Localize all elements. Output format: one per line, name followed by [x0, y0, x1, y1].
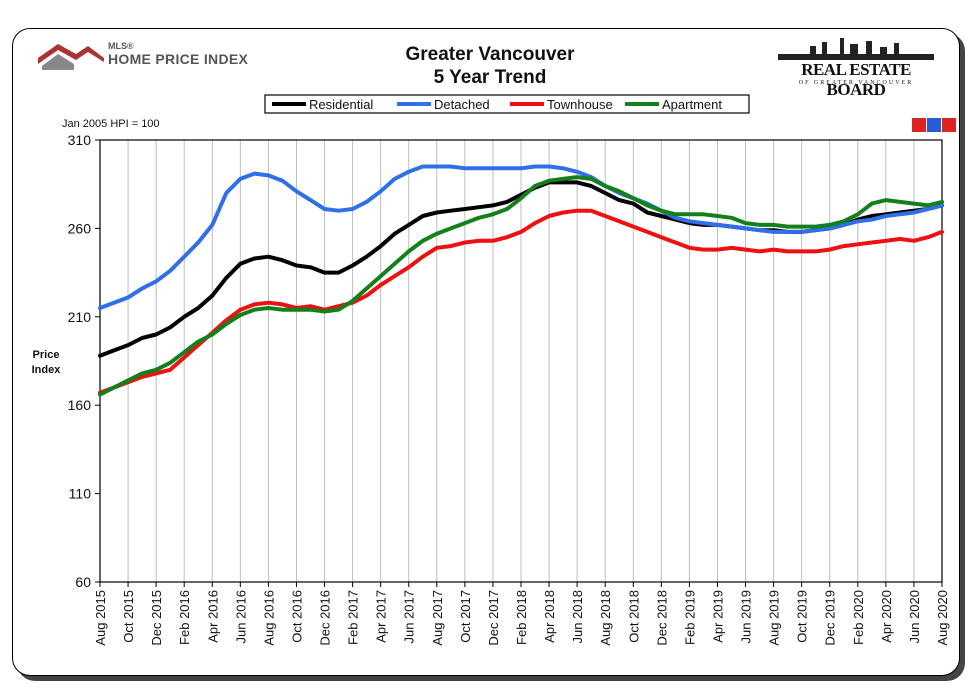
- x-tick-label: Oct 2018: [626, 590, 641, 643]
- x-tick-label: Aug 2016: [261, 590, 276, 646]
- reb-logo-subtext: OF GREATER VANCOUVER: [798, 80, 914, 86]
- mls-small-label: MLS®: [108, 41, 134, 51]
- y-axis-ticks: 60 110 160 210 260 310: [68, 132, 100, 590]
- y-axis-label-line1: Price: [33, 349, 60, 361]
- x-axis-ticks: Aug 2015 Oct 2015 Dec 2015 Feb 2016 Apr 2016…: [93, 582, 950, 646]
- index-note: Jan 2005 HPI = 100: [62, 118, 160, 130]
- x-tick-label: Aug 2020: [935, 590, 950, 646]
- x-tick-label: Apr 2017: [374, 590, 389, 643]
- x-tick-label: Feb 2017: [346, 590, 361, 645]
- x-tick-label: Dec 2017: [486, 590, 501, 646]
- reb-logo-text: REAL ESTATE BOARD: [801, 60, 911, 99]
- x-tick-label: Dec 2016: [318, 590, 333, 646]
- hpi-logo-text: HOME PRICE INDEX: [108, 51, 249, 67]
- y-tick-label: 260: [68, 220, 92, 236]
- legend-label: Detached: [434, 97, 490, 112]
- x-tick-label: Aug 2017: [430, 590, 445, 646]
- y-tick-label: 210: [68, 309, 92, 325]
- y-tick-label: 310: [68, 132, 92, 148]
- x-tick-label: Dec 2019: [823, 590, 838, 646]
- x-tick-label: Aug 2018: [598, 590, 613, 646]
- legend-label: Residential: [309, 97, 373, 112]
- series-line-townhouse: [98, 208, 944, 395]
- x-tick-label: Jun 2017: [402, 590, 417, 644]
- real-estate-board-logo: REAL ESTATE BOARD OF GREATER VANCOUVER: [770, 38, 942, 99]
- legend-label: Apartment: [662, 97, 722, 112]
- legend: Residential Detached Townhouse Apartment: [264, 94, 750, 114]
- y-tick-label: 60: [75, 574, 91, 590]
- x-tick-label: Aug 2019: [767, 590, 782, 646]
- chart-title-line1: Greater Vancouver: [405, 44, 575, 65]
- mls-hpi-logo: MLS® HOME PRICE INDEX: [36, 40, 276, 74]
- x-tick-label: Oct 2017: [458, 590, 473, 643]
- x-tick-label: Apr 2016: [205, 590, 220, 643]
- series-line-detached: [98, 164, 944, 310]
- y-tick-label: 160: [68, 397, 92, 413]
- legend-label: Townhouse: [547, 97, 613, 112]
- x-tick-label: Apr 2018: [542, 590, 557, 643]
- series-line-apartment: [98, 175, 944, 397]
- mls-badge-icon: [912, 118, 956, 132]
- x-tick-label: Feb 2018: [514, 590, 529, 645]
- house-roof-icon: [38, 44, 104, 70]
- x-tick-label: Oct 2016: [289, 590, 304, 643]
- chart-title-line2: 5 Year Trend: [433, 67, 547, 88]
- x-tick-label: Feb 2020: [851, 590, 866, 645]
- x-tick-label: Apr 2019: [710, 590, 725, 643]
- x-tick-label: Jun 2019: [739, 590, 754, 644]
- y-axis-label-line2: Index: [32, 364, 62, 376]
- x-tick-label: Apr 2020: [879, 590, 894, 643]
- x-tick-label: Dec 2018: [654, 590, 669, 646]
- x-tick-label: Feb 2016: [177, 590, 192, 645]
- legend-box: [264, 94, 750, 114]
- x-tick-label: Jun 2016: [233, 590, 248, 644]
- x-tick-label: Oct 2015: [121, 590, 136, 643]
- x-tick-label: Dec 2015: [149, 590, 164, 646]
- x-tick-label: Jun 2018: [570, 590, 585, 644]
- y-tick-label: 110: [69, 486, 92, 502]
- series-lines: [98, 164, 944, 397]
- x-tick-label: Feb 2019: [682, 590, 697, 645]
- x-tick-label: Aug 2015: [93, 590, 108, 646]
- skyline-icon: [778, 38, 934, 60]
- x-tick-label: Oct 2019: [795, 590, 810, 643]
- x-tick-label: Jun 2020: [907, 590, 922, 644]
- grid-lines: [99, 140, 943, 582]
